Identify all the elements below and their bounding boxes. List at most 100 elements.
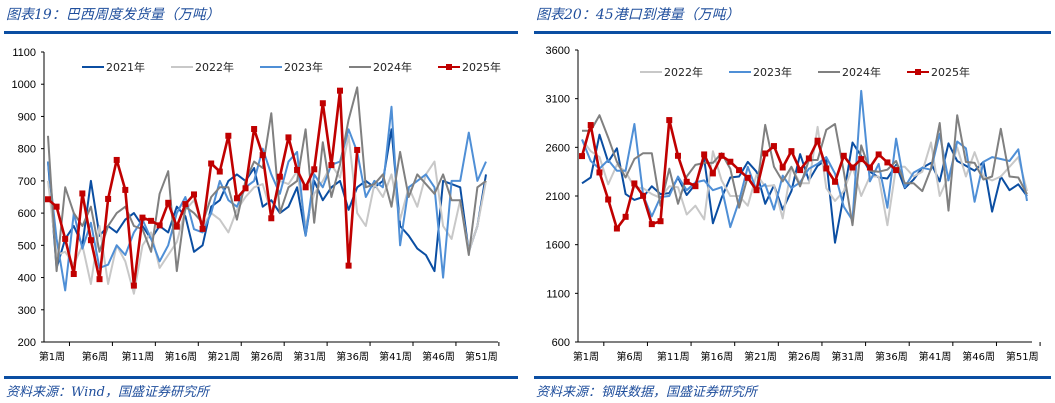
x-tick-label: 第36周 (336, 350, 369, 363)
data-point-marker (858, 156, 865, 163)
x-tick-label: 第41周 (379, 350, 412, 363)
legend-swatch-icon (729, 71, 751, 73)
x-tick-label: 第21周 (744, 350, 777, 363)
data-point-marker (156, 222, 163, 229)
data-point-marker (596, 169, 603, 176)
data-point-marker (770, 143, 777, 150)
x-tick-label: 第46周 (422, 350, 455, 363)
chart-panel-brazil-shipments: 图表19：巴西周度发货量（万吨） 200 300 400 500 600 700 800 90… (0, 0, 522, 403)
title-divider (4, 31, 518, 34)
data-point-marker (587, 122, 594, 129)
legend-label: 2025年 (462, 61, 501, 74)
data-point-marker (45, 196, 51, 203)
data-point-marker (648, 221, 655, 228)
data-point-marker (709, 170, 716, 177)
source-divider (534, 376, 1051, 379)
x-tick-label: 第6周 (616, 350, 642, 363)
data-point-marker (251, 126, 258, 133)
legend-label: 2023年 (284, 61, 323, 74)
legend-label: 2023年 (753, 66, 792, 79)
data-point-marker (692, 183, 699, 190)
legend-item: 2022年 (640, 64, 703, 80)
legend-item: 2024年 (818, 64, 881, 80)
series-line-2022年 (47, 134, 487, 295)
y-tick-label: 400 (18, 273, 36, 285)
legend-swatch-icon (171, 66, 193, 68)
data-point-marker (840, 152, 847, 159)
x-tick-label: 第51周 (1006, 350, 1039, 363)
data-point-marker (762, 150, 769, 157)
data-point-marker (744, 174, 751, 181)
data-point-marker (814, 137, 821, 144)
legend-item: 2025年 (438, 59, 501, 75)
data-point-marker (718, 152, 725, 159)
legend-swatch-icon (82, 66, 104, 68)
data-point-marker (832, 178, 839, 185)
x-tick-label: 第11周 (657, 350, 690, 363)
data-point-marker (208, 160, 215, 167)
x-tick-label: 第31周 (831, 350, 864, 363)
legend-label: 2022年 (195, 61, 234, 74)
y-tick-label: 900 (18, 111, 36, 123)
y-tick-label: 700 (18, 176, 36, 188)
data-point-marker (640, 192, 647, 199)
legend-label: 2025年 (931, 66, 970, 79)
data-point-marker (736, 167, 743, 174)
data-point-marker (113, 156, 120, 163)
source-note: 资料来源：Wind，国盛证券研究所 (6, 385, 209, 400)
series-line-2021年 (47, 128, 487, 273)
data-point-marker (797, 167, 804, 174)
x-tick-label: 第41周 (919, 350, 952, 363)
data-point-marker (875, 151, 882, 158)
legend-swatch-icon (438, 64, 460, 70)
data-point-marker (866, 164, 873, 171)
data-point-marker (165, 199, 172, 206)
data-point-marker (285, 134, 292, 141)
data-point-marker (345, 262, 352, 269)
legend-label: 2024年 (373, 61, 412, 74)
y-tick-label: 1000 (12, 79, 36, 91)
y-tick-label: 2600 (546, 142, 570, 154)
y-tick-label: 200 (18, 337, 36, 349)
y-tick-label: 600 (552, 337, 570, 349)
data-point-marker (199, 225, 206, 232)
x-tick-label: 第11周 (122, 350, 155, 363)
x-tick-label: 第21周 (207, 350, 240, 363)
data-point-marker (311, 166, 318, 173)
data-point-marker (302, 184, 309, 191)
data-point-marker (666, 117, 673, 124)
y-tick-label: 3100 (546, 94, 570, 106)
y-tick-label: 1600 (546, 240, 570, 252)
x-tick-label: 第16周 (701, 350, 734, 363)
legend-label: 2024年 (842, 66, 881, 79)
title-divider (534, 31, 1051, 34)
x-tick-label: 第26周 (250, 350, 283, 363)
series-line-unlabeled (581, 133, 1028, 244)
chart-legend: 2021年 2022年 2023年 2024年 2025年 (82, 59, 501, 75)
data-point-marker (631, 180, 638, 187)
legend-swatch-icon (349, 66, 371, 68)
legend-item: 2023年 (729, 64, 792, 80)
data-point-marker (148, 217, 155, 224)
data-point-marker (173, 223, 180, 230)
data-point-marker (242, 185, 249, 192)
data-point-marker (182, 201, 189, 208)
data-point-marker (53, 203, 60, 210)
y-tick-label: 2100 (546, 191, 570, 203)
data-point-marker (657, 218, 664, 225)
y-tick-label: 1100 (546, 288, 570, 300)
data-point-marker (70, 271, 77, 278)
data-point-marker (139, 214, 146, 221)
data-point-marker (779, 164, 786, 171)
data-point-marker (893, 167, 900, 174)
data-point-marker (788, 148, 795, 155)
chart-legend: 2022年 2023年 2024年 2025年 (640, 64, 970, 80)
legend-swatch-icon (818, 71, 840, 73)
chart-title: 图表20：45港口到港量（万吨） (536, 7, 740, 23)
data-point-marker (328, 162, 335, 169)
legend-item: 2024年 (349, 59, 412, 75)
source-divider (4, 376, 518, 379)
data-point-marker (268, 215, 275, 222)
legend-swatch-icon (260, 66, 282, 68)
data-point-marker (96, 276, 103, 283)
